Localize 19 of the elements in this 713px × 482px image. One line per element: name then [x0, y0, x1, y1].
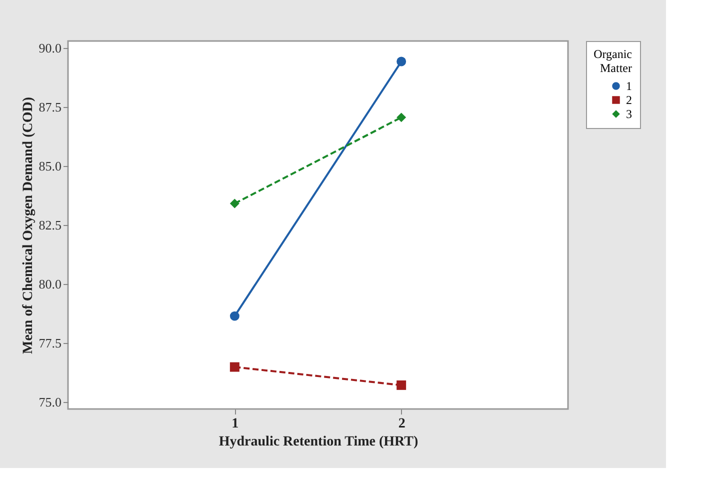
y-tick-label: 82.5 [38, 218, 62, 232]
y-tick-label: 75.0 [38, 394, 62, 410]
legend-title: Organic Matter [594, 47, 632, 75]
point [396, 56, 406, 66]
point [230, 311, 240, 321]
point [230, 198, 240, 208]
y-tick-label: 77.5 [38, 335, 62, 350]
legend-label: 1 [626, 79, 632, 93]
point [230, 362, 240, 372]
legend-label: 2 [626, 93, 632, 107]
y-tick-label: 87.5 [38, 100, 62, 115]
y-axis-title: Mean of Chemical Oxygen Demand (COD) [20, 96, 36, 354]
point [396, 112, 406, 122]
y-tick-label: 80.0 [38, 276, 62, 292]
legend-label: 3 [626, 107, 632, 121]
y-tick-label: 85.0 [38, 158, 62, 174]
x-axis-title: Hydraulic Retention Time (HRT) [218, 434, 418, 450]
y-tick-label: 90.0 [38, 40, 62, 56]
point [396, 380, 406, 390]
